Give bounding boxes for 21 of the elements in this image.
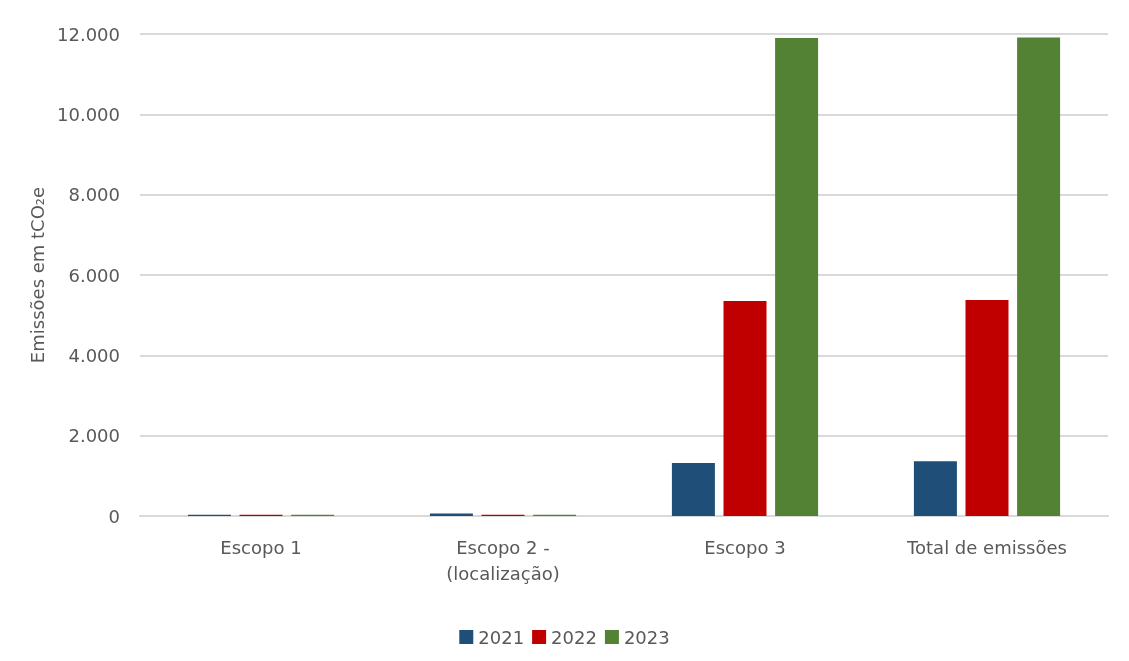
y-tick-label: 2.000 <box>68 425 120 447</box>
x-tick-label: Escopo 2 - (localização) <box>446 536 560 584</box>
legend-label: 2022 <box>551 626 597 648</box>
y-axis-title: Emissões em tCO₂e <box>26 186 48 364</box>
bar <box>913 461 957 516</box>
x-tick-label: Escopo 1 <box>220 536 302 558</box>
y-tick-label: 4.000 <box>68 344 120 366</box>
x-tick-label: Escopo 3 <box>704 536 786 558</box>
bar <box>775 38 819 516</box>
bar <box>1017 37 1061 516</box>
bar <box>965 299 1009 516</box>
x-tick-label: Total de emissões <box>906 536 1067 558</box>
legend-label: 2023 <box>623 626 670 648</box>
y-tick-label: 12.000 <box>57 23 120 45</box>
y-tick-label: 0 <box>108 505 120 527</box>
bar <box>671 462 715 516</box>
bar <box>723 301 767 516</box>
y-tick-label: 10.000 <box>57 103 120 125</box>
legend-label: 2021 <box>478 626 525 648</box>
y-tick-label: 6.000 <box>68 264 120 286</box>
y-tick-label: 8.000 <box>68 184 120 206</box>
